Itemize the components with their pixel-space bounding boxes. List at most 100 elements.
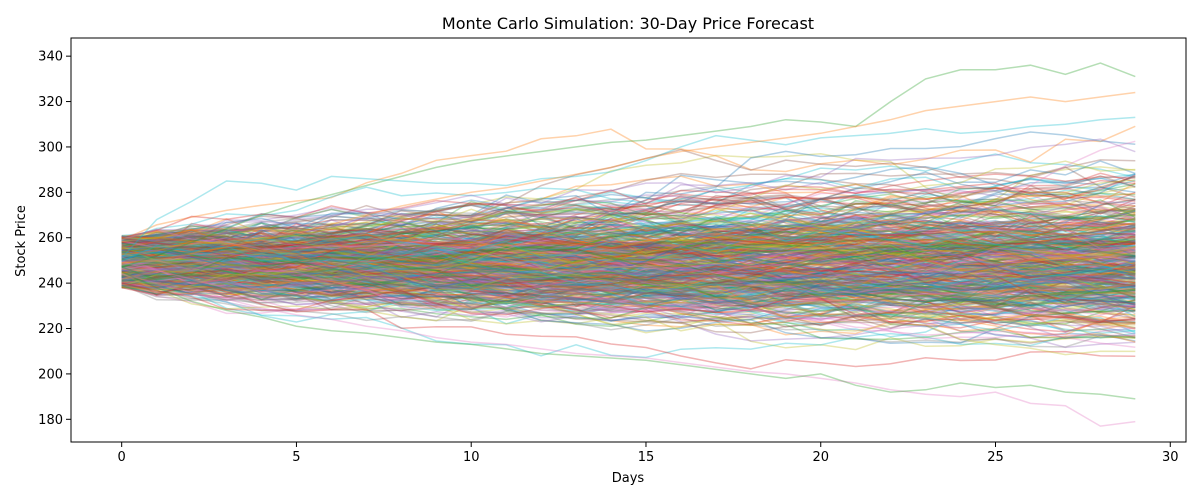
- simulation-series: [121, 236, 1136, 271]
- simulation-series: [121, 192, 1136, 242]
- simulation-series: [121, 258, 1136, 311]
- simulation-series: [121, 235, 1136, 271]
- y-tick-label: 280: [38, 186, 63, 201]
- simulation-series: [121, 236, 1136, 289]
- simulation-series: [121, 222, 1136, 261]
- simulation-series: [121, 247, 1136, 281]
- simulation-series: [121, 200, 1136, 266]
- simulation-series: [121, 263, 1136, 291]
- simulation-series: [121, 257, 1136, 300]
- simulation-series: [121, 262, 1136, 298]
- simulation-series: [121, 242, 1136, 292]
- simulation-series: [121, 225, 1136, 276]
- simulation-series: [121, 208, 1136, 250]
- simulation-series: [121, 227, 1136, 267]
- simulation-series: [121, 160, 1136, 274]
- simulation-series: [121, 249, 1136, 301]
- simulation-series: [121, 194, 1136, 265]
- simulation-series: [121, 264, 1136, 320]
- simulation-series: [121, 251, 1136, 286]
- simulation-series: [121, 240, 1136, 303]
- simulation-series: [121, 231, 1136, 291]
- simulation-series: [121, 166, 1136, 264]
- simulation-series: [121, 242, 1136, 271]
- simulation-series: [121, 262, 1136, 295]
- simulation-series: [121, 231, 1136, 286]
- simulation-series: [121, 172, 1136, 243]
- simulation-series: [121, 228, 1136, 289]
- simulation-series: [121, 239, 1136, 273]
- simulation-series: [121, 268, 1136, 337]
- simulation-series: [121, 269, 1136, 322]
- simulation-series: [121, 275, 1136, 370]
- simulation-series: [121, 282, 1136, 300]
- simulation-series: [121, 208, 1136, 284]
- simulation-series: [121, 209, 1136, 254]
- simulation-series: [121, 231, 1136, 275]
- simulation-series: [121, 268, 1136, 310]
- simulation-series: [121, 252, 1136, 310]
- y-axis-label: Stock Price: [14, 205, 29, 277]
- simulation-series: [121, 271, 1136, 309]
- simulation-series: [121, 262, 1136, 300]
- simulation-series: [121, 206, 1136, 266]
- simulation-series: [121, 242, 1136, 295]
- simulation-series: [121, 241, 1136, 306]
- simulation-series: [121, 269, 1136, 302]
- simulation-series: [121, 223, 1136, 279]
- simulation-series: [121, 228, 1136, 289]
- simulation-series: [121, 245, 1136, 295]
- simulation-series: [121, 259, 1136, 296]
- simulation-series: [121, 257, 1136, 288]
- simulation-series: [121, 198, 1136, 279]
- simulation-series: [121, 231, 1136, 261]
- simulation-series: [121, 220, 1136, 261]
- simulation-series: [121, 269, 1136, 316]
- simulation-series: [121, 255, 1136, 294]
- simulation-series: [121, 252, 1136, 285]
- simulation-series: [121, 272, 1136, 323]
- simulation-series: [121, 242, 1136, 285]
- simulation-series: [121, 91, 1136, 264]
- simulation-series: [121, 253, 1136, 285]
- simulation-series: [121, 138, 1136, 243]
- simulation-series: [121, 277, 1136, 345]
- simulation-series: [121, 217, 1136, 306]
- simulation-series: [121, 185, 1136, 296]
- simulation-series: [121, 165, 1136, 254]
- simulation-series: [121, 244, 1136, 290]
- simulation-series: [121, 242, 1136, 304]
- simulation-series: [121, 199, 1136, 282]
- simulation-series: [121, 222, 1136, 264]
- simulation-series: [121, 125, 1136, 241]
- simulation-series: [121, 265, 1136, 306]
- simulation-series: [121, 248, 1136, 318]
- x-tick-label: 0: [118, 450, 126, 465]
- simulation-series: [121, 174, 1136, 258]
- simulation-series: [121, 267, 1136, 303]
- simulation-series: [121, 240, 1136, 294]
- simulation-series: [121, 242, 1136, 297]
- simulation-series: [121, 241, 1136, 290]
- simulation-series: [121, 245, 1136, 304]
- x-tick-label: 30: [1162, 450, 1179, 465]
- simulation-series: [121, 230, 1136, 338]
- simulation-series: [121, 238, 1136, 281]
- simulation-series: [121, 228, 1136, 265]
- simulation-series: [121, 245, 1136, 300]
- simulation-series: [121, 200, 1136, 263]
- simulation-series: [121, 204, 1136, 239]
- simulation-series: [121, 263, 1136, 329]
- simulation-series: [121, 194, 1136, 282]
- simulation-series: [121, 242, 1136, 288]
- simulation-series: [121, 239, 1136, 315]
- simulation-series: [121, 233, 1136, 291]
- simulation-series: [121, 235, 1136, 282]
- simulation-series: [121, 268, 1136, 315]
- simulation-series: [121, 231, 1136, 293]
- y-tick-label: 300: [38, 140, 63, 155]
- simulation-series: [121, 247, 1136, 289]
- simulation-series: [121, 279, 1136, 333]
- simulation-series: [121, 246, 1136, 290]
- y-tick-label: 200: [38, 367, 63, 382]
